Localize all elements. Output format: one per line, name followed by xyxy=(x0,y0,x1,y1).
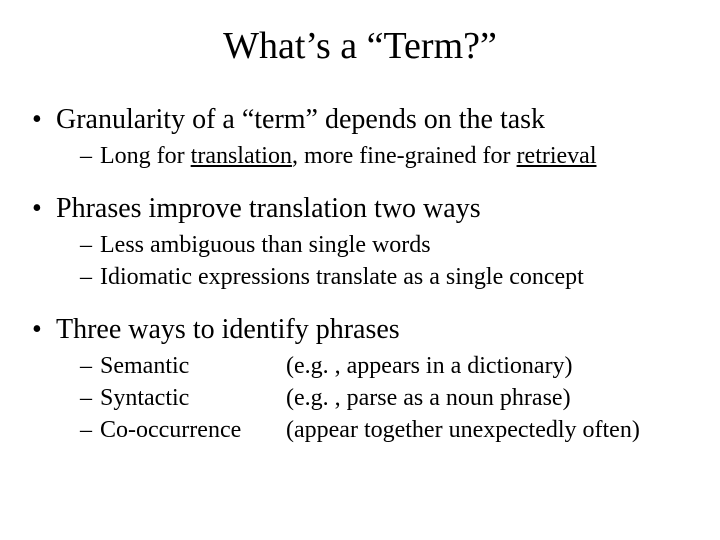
bullet-3-sublist: Semantic(e.g. , appears in a dictionary)… xyxy=(56,351,688,445)
b1s1-u1: translation xyxy=(191,143,292,169)
bullet-1-text: Granularity of a “term” depends on the t… xyxy=(56,104,545,135)
b3s3-a: Co-occurrence xyxy=(100,415,286,445)
b3s2-b: (e.g. , parse as a noun phrase) xyxy=(286,383,571,413)
bullet-2: Phrases improve translation two ways Les… xyxy=(32,191,688,292)
b3s1-b: (e.g. , appears in a dictionary) xyxy=(286,351,573,381)
b3s3-b: (appear together unexpectedly often) xyxy=(286,415,640,445)
bullet-3-sub-2: Syntactic(e.g. , parse as a noun phrase) xyxy=(80,383,688,413)
b3s2-a: Syntactic xyxy=(100,383,286,413)
bullet-3-sub-1: Semantic(e.g. , appears in a dictionary) xyxy=(80,351,688,381)
b3s1-a: Semantic xyxy=(100,351,286,381)
slide-title: What’s a “Term?” xyxy=(32,24,688,68)
b1s1-u2: retrieval xyxy=(517,143,597,169)
slide: What’s a “Term?” Granularity of a “term”… xyxy=(0,0,720,540)
bullet-3-text: Three ways to identify phrases xyxy=(56,314,400,345)
bullet-2-sub-2: Idiomatic expressions translate as a sin… xyxy=(80,262,688,292)
bullet-1: Granularity of a “term” depends on the t… xyxy=(32,102,688,171)
bullet-2-text: Phrases improve translation two ways xyxy=(56,193,481,224)
bullet-1-sublist: Long for translation, more fine-grained … xyxy=(56,141,688,171)
b1s1-a: Long for xyxy=(100,143,191,169)
bullet-2-sub-1: Less ambiguous than single words xyxy=(80,230,688,260)
bullet-2-sublist: Less ambiguous than single words Idiomat… xyxy=(56,230,688,292)
bullet-1-sub-1: Long for translation, more fine-grained … xyxy=(80,141,688,171)
bullet-3-sub-3: Co-occurrence(appear together unexpected… xyxy=(80,415,688,445)
bullet-3: Three ways to identify phrases Semantic(… xyxy=(32,312,688,445)
bullet-list: Granularity of a “term” depends on the t… xyxy=(32,102,688,445)
b1s1-b: , more fine-grained for xyxy=(292,143,517,169)
